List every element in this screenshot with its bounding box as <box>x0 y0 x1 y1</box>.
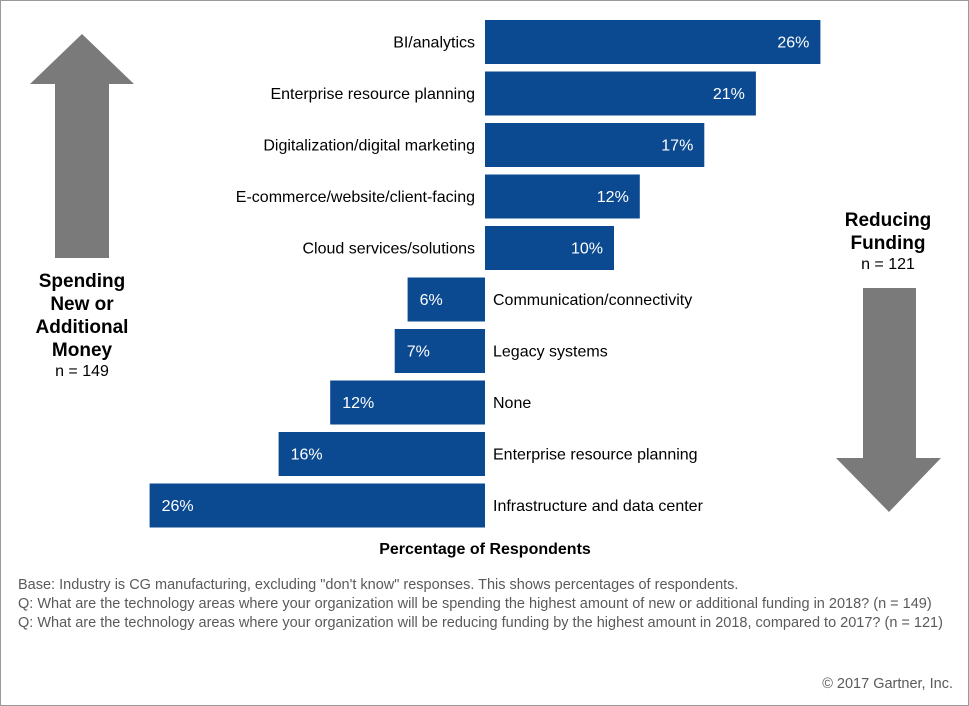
reducing-bar <box>394 329 485 373</box>
category-label: Cloud services/solutions <box>302 241 475 258</box>
reducing-title-line: Funding <box>850 233 926 254</box>
spending-bar <box>485 123 705 167</box>
category-label: Infrastructure and data center <box>493 498 704 515</box>
reducing-bar <box>278 432 485 476</box>
footnote-question-2: Q: What are the technology areas where y… <box>18 615 943 631</box>
reducing-bar <box>330 380 485 425</box>
reducing-bar <box>149 483 485 528</box>
category-label: Enterprise resource planning <box>493 447 698 464</box>
bar-value-label: 16% <box>291 447 323 464</box>
reducing-n-label: n = 121 <box>861 256 915 273</box>
copyright: © 2017 Gartner, Inc. <box>822 676 953 692</box>
category-label: E-commerce/website/client-facing <box>236 189 475 206</box>
bar-value-label: 10% <box>571 241 603 258</box>
footnotes: Base: Industry is CG manufacturing, excl… <box>18 576 963 633</box>
spending-title-line: Spending <box>38 271 126 292</box>
category-label: BI/analytics <box>393 35 475 52</box>
category-label: Communication/connectivity <box>493 292 692 309</box>
footnote-question-1: Q: What are the technology areas where y… <box>18 596 932 612</box>
spending-n-label: n = 149 <box>55 363 109 380</box>
spending-bar <box>485 20 821 64</box>
bar-value-label: 21% <box>713 86 745 103</box>
bar-value-label: 17% <box>661 138 693 155</box>
up-arrow-icon <box>30 34 134 258</box>
category-label: Enterprise resource planning <box>270 86 475 103</box>
reducing-title-line: Reducing <box>844 210 932 231</box>
spending-title-line: New or <box>50 294 114 315</box>
bars-layer: 26% BI/analytics 21% Enterprise resource pl… <box>149 20 821 528</box>
category-label: Legacy systems <box>493 344 608 361</box>
bar-value-label: 26% <box>777 35 809 52</box>
footnote-base: Base: Industry is CG manufacturing, excl… <box>18 577 739 593</box>
spending-label: Spending New or Additional Money n = 149 <box>20 270 144 382</box>
spending-title: Spending New or Additional Money <box>20 270 144 362</box>
bar-value-label: 26% <box>162 498 194 515</box>
spending-title-line: Money <box>51 340 113 361</box>
reducing-bar <box>407 277 485 322</box>
x-axis-label: Percentage of Respondents <box>379 541 591 558</box>
reducing-title: Reducing Funding <box>826 209 950 255</box>
category-label: None <box>493 395 531 412</box>
down-arrow-icon <box>836 288 941 512</box>
spending-bar <box>485 226 614 270</box>
category-label: Digitalization/digital marketing <box>263 138 475 155</box>
bar-value-label: 12% <box>342 395 374 412</box>
bar-value-label: 12% <box>597 189 629 206</box>
bar-value-label: 6% <box>420 292 443 309</box>
bar-value-label: 7% <box>407 344 430 361</box>
spending-bar <box>485 174 640 219</box>
spending-bar <box>485 71 756 116</box>
reducing-label: Reducing Funding n = 121 <box>826 209 950 275</box>
spending-title-line: Additional <box>35 317 129 338</box>
